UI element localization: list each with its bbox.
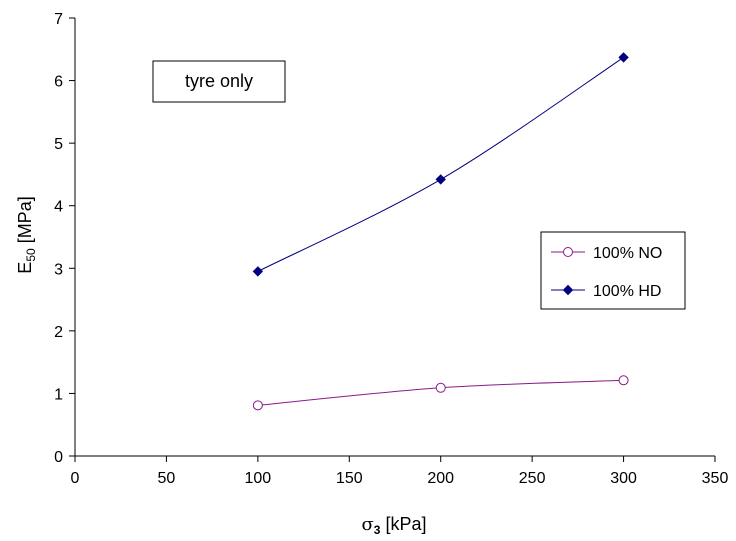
x-tick-label: 200	[427, 470, 454, 487]
data-point	[562, 284, 574, 296]
x-tick-label: 0	[71, 470, 80, 487]
data-point	[435, 382, 446, 393]
y-tick-label: 6	[54, 74, 63, 91]
x-axis-title: σ3 [kPa]	[361, 514, 426, 537]
x-tick-label: 250	[519, 470, 546, 487]
annotation-text: tyre only	[185, 71, 253, 91]
x-tick-label: 350	[702, 470, 729, 487]
y-tick-label: 3	[54, 261, 63, 278]
legend-label: 100% HD	[593, 283, 661, 300]
data-point	[435, 174, 446, 185]
y-tick-label: 4	[54, 199, 63, 216]
y-tick-label: 5	[54, 136, 63, 153]
x-tick-label: 50	[158, 470, 176, 487]
series-100-no	[252, 375, 629, 411]
legend: 100% NO 100% HD	[540, 231, 686, 310]
legend-item: 100% HD	[551, 283, 661, 300]
y-tick-label: 7	[54, 11, 63, 28]
y-tick-label: 0	[54, 449, 63, 466]
axes: 0 1 2 3 4 5 6 7 0 50 100 150 200 250 300 350	[54, 11, 728, 487]
data-point	[252, 400, 263, 411]
series-layer	[252, 52, 629, 411]
y-axis-title: E50 [MPa]	[15, 196, 38, 273]
data-point	[618, 375, 629, 386]
x-tick-label: 100	[245, 470, 272, 487]
annotation-box: tyre only	[152, 60, 286, 103]
y-tick-label: 1	[54, 386, 63, 403]
x-tick-label: 300	[610, 470, 637, 487]
y-tick-label: 2	[54, 324, 63, 341]
data-point	[618, 52, 629, 63]
legend-label: 100% NO	[593, 245, 662, 262]
data-point	[252, 266, 264, 277]
series-100-hd	[252, 52, 629, 277]
x-tick-label: 150	[336, 470, 363, 487]
data-point	[563, 247, 573, 257]
legend-item: 100% NO	[551, 245, 662, 262]
